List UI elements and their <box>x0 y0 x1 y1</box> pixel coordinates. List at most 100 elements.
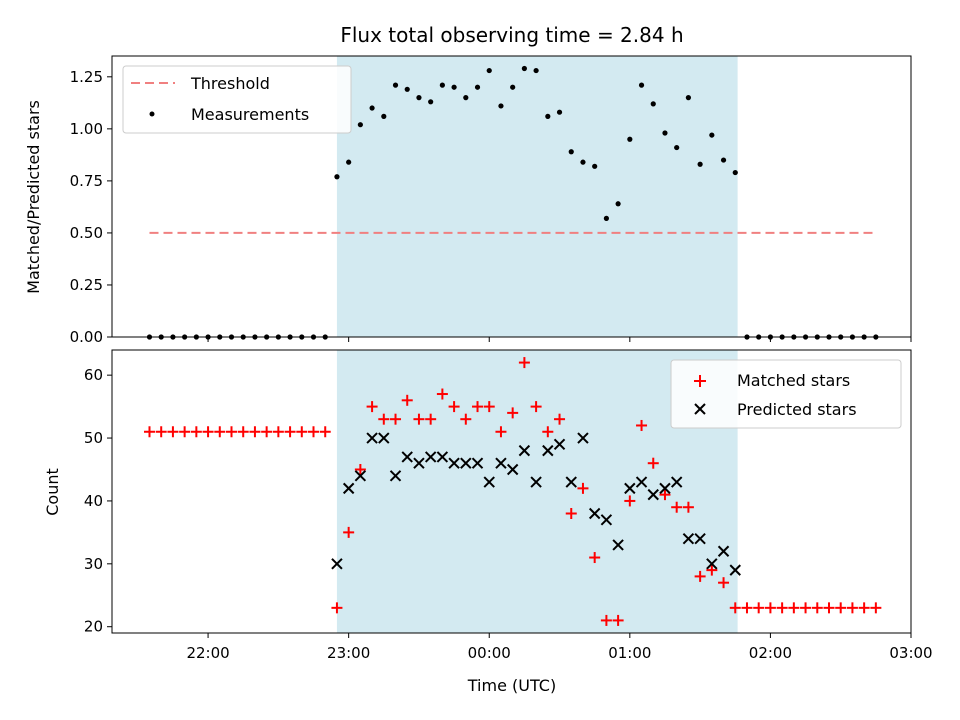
matched-star-point <box>448 401 460 413</box>
bottom-y-tick-label: 50 <box>84 429 103 447</box>
predicted-star-point <box>460 457 472 469</box>
top-axes-frame <box>111 55 912 338</box>
measurement-point <box>428 99 434 105</box>
top-y-axis-label: Matched/Predicted stars <box>24 100 43 294</box>
x-tick-label: 03:00 <box>889 644 932 662</box>
matched-star-point <box>823 602 835 614</box>
predicted-star-point <box>448 457 460 469</box>
measurement-point <box>334 174 340 180</box>
measurement-point <box>627 136 633 142</box>
legend-predicted-swatch <box>694 403 706 415</box>
bottom-matched-points <box>143 357 882 626</box>
bottom-y-ticks: 20 30 40 50 60 <box>84 366 112 636</box>
predicted-star-point <box>659 482 671 495</box>
matched-star-point <box>495 426 507 438</box>
matched-star-point <box>354 463 366 475</box>
matched-star-point <box>296 426 308 438</box>
x-axis-label: Time (UTC) <box>467 676 556 695</box>
measurement-point <box>381 113 387 119</box>
bottom-y-tick-label: 60 <box>84 366 103 384</box>
legend-matched-label: Matched stars <box>737 371 850 390</box>
predicted-star-point <box>635 476 648 488</box>
legend-measurements-label: Measurements <box>191 105 309 124</box>
top-x-ticks <box>207 337 912 342</box>
matched-star-point <box>706 564 718 576</box>
predicted-star-point <box>354 470 367 482</box>
measurement-point <box>685 95 692 101</box>
legend-threshold-label: Threshold <box>190 74 270 93</box>
matched-star-point <box>155 426 167 438</box>
x-tick-label: 23:00 <box>327 644 370 662</box>
predicted-star-point <box>729 564 741 576</box>
predicted-star-point <box>670 476 683 488</box>
matched-star-point <box>729 602 741 614</box>
measurement-point <box>451 84 457 90</box>
measurement-point <box>674 144 680 151</box>
measurement-point <box>439 82 445 88</box>
matched-star-point <box>636 419 648 431</box>
predicted-star-point <box>565 476 577 488</box>
measurement-point <box>720 157 727 163</box>
bottom-y-tick-label: 30 <box>84 555 103 573</box>
matched-star-point <box>554 413 566 425</box>
measurement-point <box>732 169 738 176</box>
measurement-point <box>357 122 363 128</box>
matched-star-point <box>846 602 858 614</box>
top-y-tick-label: 0.25 <box>70 276 103 294</box>
measurement-point <box>474 84 481 90</box>
matched-star-point <box>214 426 226 438</box>
measurement-point <box>638 82 645 88</box>
matched-star-point <box>753 602 765 614</box>
matched-star-point <box>659 489 671 501</box>
matched-star-point <box>565 508 577 520</box>
x-tick-label: 02:00 <box>749 644 792 662</box>
measurement-point <box>404 86 410 92</box>
bottom-y-tick-label: 40 <box>84 492 103 510</box>
matched-star-point <box>764 602 776 614</box>
matched-star-point <box>776 602 788 614</box>
matched-star-point <box>272 426 284 438</box>
matched-star-point <box>284 426 296 438</box>
measurement-point <box>556 109 563 115</box>
predicted-star-point <box>612 539 624 551</box>
matched-star-point <box>811 602 823 614</box>
predicted-star-point <box>518 444 531 457</box>
measurement-point <box>533 67 539 74</box>
x-tick-label: 22:00 <box>186 644 229 662</box>
measurement-point <box>709 132 715 138</box>
predicted-star-point <box>706 558 718 570</box>
bottom-predicted-points <box>331 432 741 576</box>
matched-star-point <box>483 401 495 413</box>
x-tick-label: 01:00 <box>608 644 651 662</box>
bottom-axes-frame <box>111 349 912 634</box>
top-legend: Threshold Measurements <box>122 65 352 134</box>
matched-star-point <box>390 413 402 425</box>
predicted-star-point <box>331 558 343 570</box>
matched-star-point <box>589 552 601 564</box>
predicted-star-point <box>542 444 554 457</box>
matched-star-point <box>378 413 390 425</box>
top-y-tick-label: 0.50 <box>70 224 103 242</box>
matched-star-point <box>600 614 612 626</box>
matched-star-point <box>671 501 683 513</box>
matched-star-point <box>542 426 554 438</box>
matched-star-point <box>401 394 413 406</box>
top-y-ticks: 0.00 0.25 0.50 0.75 1.00 1.25 <box>70 68 112 346</box>
matched-star-point <box>472 401 484 413</box>
predicted-star-point <box>694 532 706 545</box>
matched-star-point <box>800 602 812 614</box>
top-shaded-region <box>336 56 738 337</box>
matched-star-point <box>436 388 448 400</box>
predicted-star-point <box>495 457 507 469</box>
matched-star-point <box>202 426 214 438</box>
measurement-point <box>545 113 551 119</box>
predicted-star-point <box>588 507 601 520</box>
predicted-star-point <box>530 476 542 488</box>
matched-star-point <box>682 501 694 513</box>
measurement-point <box>486 67 492 74</box>
matched-star-point <box>425 413 437 425</box>
matched-star-point <box>530 401 542 413</box>
legend-matched-swatch <box>694 375 706 387</box>
predicted-star-point <box>424 451 437 463</box>
matched-star-point <box>319 426 331 438</box>
